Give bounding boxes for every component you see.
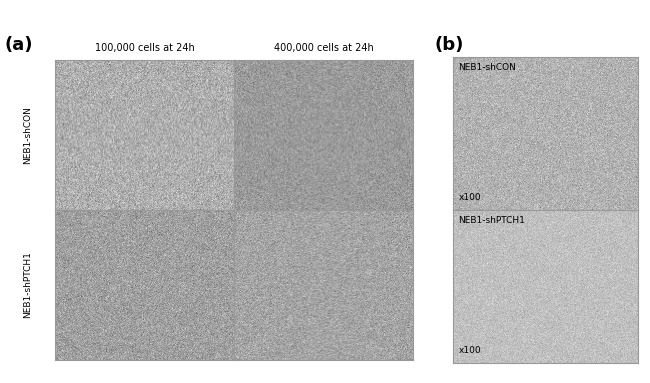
Text: x100: x100 (458, 346, 481, 355)
Text: 400,000 cells at 24h: 400,000 cells at 24h (274, 43, 373, 52)
Text: (a): (a) (5, 36, 34, 54)
Text: NEB1-shPTCH1: NEB1-shPTCH1 (458, 216, 525, 225)
Text: x100: x100 (458, 193, 481, 202)
Text: 100,000 cells at 24h: 100,000 cells at 24h (95, 43, 194, 52)
Text: NEB1-shCON: NEB1-shCON (458, 63, 517, 72)
Text: NEB1-shCON: NEB1-shCON (23, 106, 32, 164)
Text: NEB1-shPTCH1: NEB1-shPTCH1 (23, 252, 32, 318)
Text: (b): (b) (435, 36, 464, 54)
